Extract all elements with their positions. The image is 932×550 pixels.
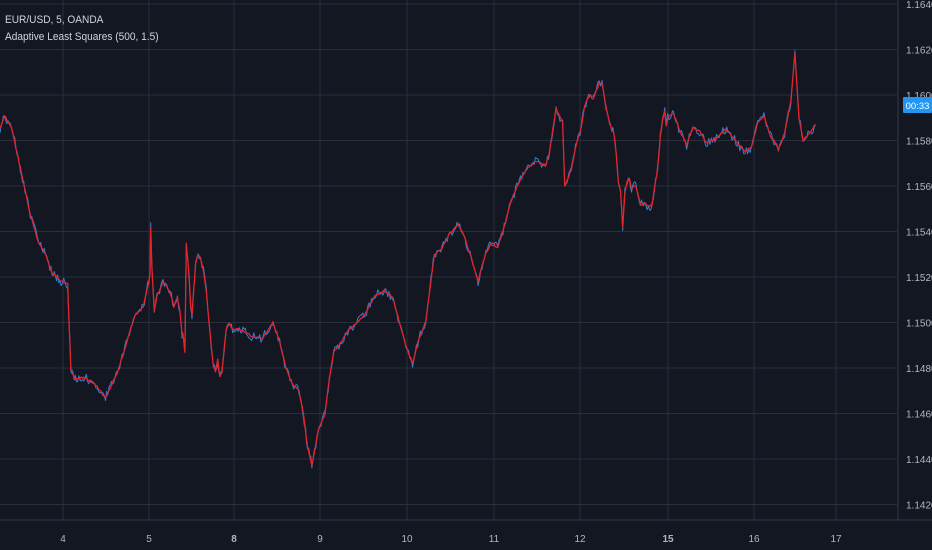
x-tick-label: 17 bbox=[830, 534, 842, 545]
y-tick-label: 1.1420 bbox=[906, 501, 932, 512]
x-tick-label: 10 bbox=[401, 534, 413, 545]
indicator-title[interactable]: Adaptive Least Squares (500, 1.5) bbox=[5, 31, 159, 43]
y-tick-label: 1.1580 bbox=[906, 137, 932, 148]
y-tick-label: 1.1520 bbox=[906, 273, 932, 284]
y-tick-label: 1.1440 bbox=[906, 455, 932, 466]
x-tick-label: 12 bbox=[574, 534, 586, 545]
x-tick-label: 11 bbox=[489, 534, 500, 545]
y-tick-label: 1.1620 bbox=[906, 46, 932, 57]
x-tick-label: 9 bbox=[317, 534, 323, 545]
y-tick-label: 1.1500 bbox=[906, 319, 932, 330]
indicator-series-line bbox=[0, 52, 816, 467]
last-price-badge bbox=[903, 97, 932, 113]
y-tick-label: 1.1540 bbox=[906, 228, 932, 239]
y-tick-label: 1.1640 bbox=[906, 0, 932, 11]
x-tick-label: 15 bbox=[662, 534, 674, 545]
x-tick-label: 5 bbox=[146, 534, 152, 545]
countdown-label: 00:33 bbox=[906, 101, 930, 112]
y-tick-label: 1.1480 bbox=[906, 364, 932, 375]
y-tick-label: 1.1600 bbox=[906, 91, 932, 102]
y-tick-label: 1.1560 bbox=[906, 182, 932, 193]
chart-legend: EUR/USD, 5, OANDA Adaptive Least Squares… bbox=[5, 12, 159, 46]
x-tick-label: 16 bbox=[748, 534, 760, 545]
symbol-title[interactable]: EUR/USD, 5, OANDA bbox=[5, 14, 104, 26]
x-tick-label: 4 bbox=[60, 534, 66, 545]
x-tick-label: 8 bbox=[231, 534, 237, 545]
y-tick-label: 1.1460 bbox=[906, 410, 932, 421]
